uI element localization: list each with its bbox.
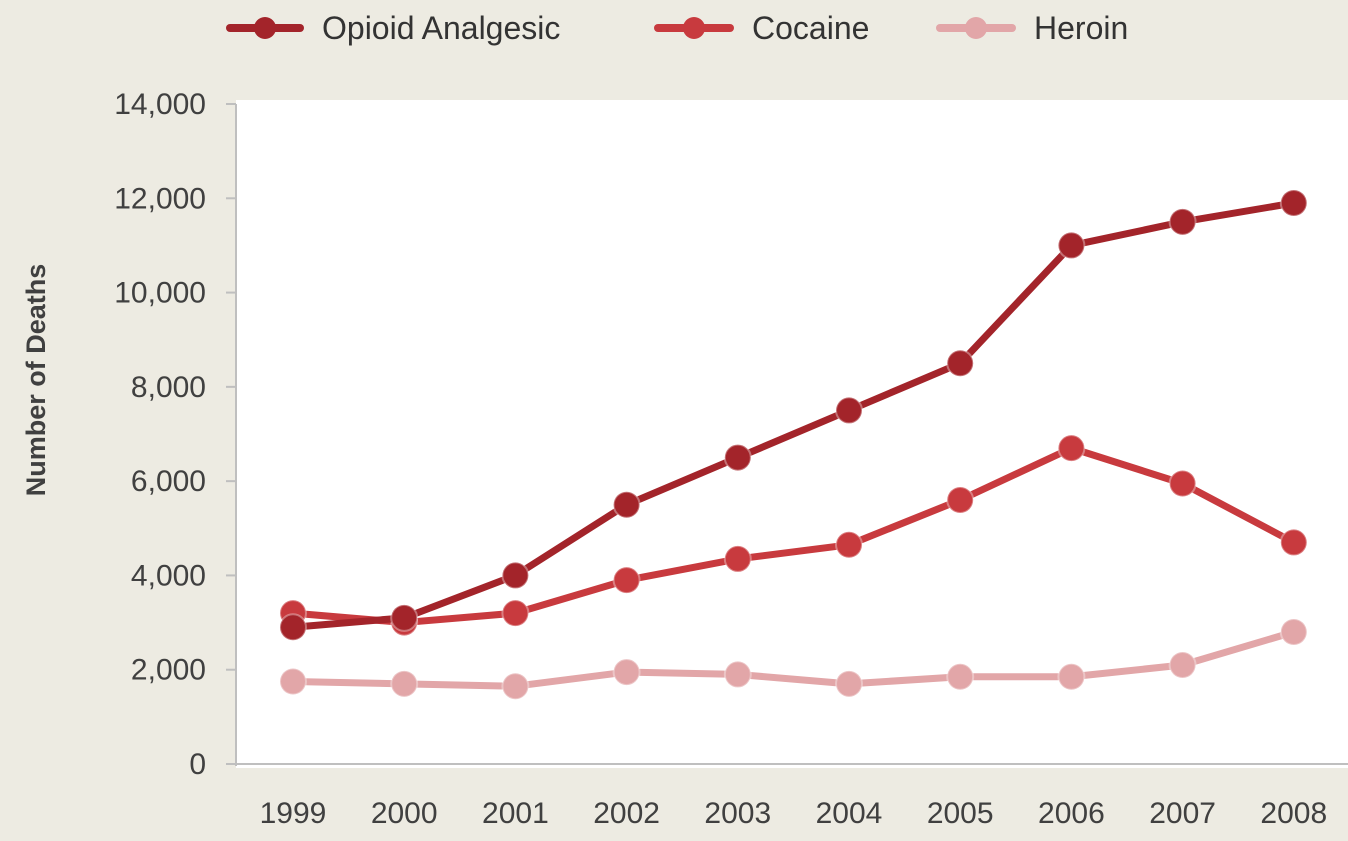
x-tick-label: 2008	[1260, 797, 1327, 830]
data-point	[390, 603, 419, 632]
series-line	[289, 628, 1298, 690]
legend-item: Heroin	[936, 10, 1128, 46]
data-point	[612, 566, 641, 595]
x-tick-label: 1999	[260, 797, 327, 830]
data-point	[723, 443, 752, 472]
data-point	[835, 669, 863, 698]
legend-item: Cocaine	[654, 10, 869, 46]
y-tick-label: 0	[189, 748, 206, 781]
x-tick-label: 2006	[1038, 797, 1105, 830]
x-tick-label: 2001	[482, 797, 549, 830]
y-tick-label: 14,000	[114, 88, 206, 121]
x-tick-label: 2002	[593, 797, 660, 830]
y-tick-label: 2,000	[131, 654, 206, 687]
legend-label: Heroin	[1034, 10, 1128, 46]
legend: Opioid Analgesic Cocaine Heroin	[226, 10, 1128, 46]
data-point	[501, 672, 530, 701]
legend-label: Opioid Analgesic	[322, 10, 560, 46]
data-point	[612, 658, 641, 687]
y-tick-label: 12,000	[114, 182, 206, 215]
series-layer	[279, 189, 1308, 701]
x-tick-label: 2005	[927, 797, 994, 830]
data-point	[835, 396, 863, 425]
y-tick-label: 6,000	[131, 465, 206, 498]
y-axis: Number of Deaths 0 2,000 4,000 6,000 8,000 10…	[21, 88, 237, 781]
data-point	[1057, 434, 1086, 463]
data-point	[1168, 469, 1197, 498]
data-point	[835, 530, 863, 559]
y-axis-label: Number of Deaths	[21, 264, 51, 497]
series-cocaine	[279, 434, 1308, 637]
data-point	[390, 669, 419, 698]
legend-marker	[965, 17, 987, 39]
x-tick-label: 2007	[1149, 797, 1216, 830]
y-tick-label: 8,000	[131, 371, 206, 404]
data-point	[1057, 231, 1086, 260]
x-axis: 1999 2000 2001 2002 2003 2004 2005 2006 2007 2008	[236, 763, 1348, 830]
data-point	[1168, 651, 1197, 679]
data-point	[1279, 189, 1308, 217]
data-point	[612, 490, 641, 519]
x-tick-label: 2003	[704, 797, 771, 830]
x-tick-label: 2004	[816, 797, 883, 830]
data-point	[723, 544, 752, 573]
data-point	[1279, 618, 1308, 646]
series-line	[289, 444, 1298, 627]
series-line	[289, 199, 1298, 631]
y-tick-label: 4,000	[131, 559, 206, 592]
data-point	[501, 599, 530, 628]
x-tick-label: 2000	[371, 797, 438, 830]
data-point	[723, 660, 752, 689]
data-point	[946, 662, 975, 691]
data-point	[946, 486, 975, 514]
legend-marker	[254, 17, 276, 39]
legend-item: Opioid Analgesic	[226, 10, 560, 46]
data-point	[1279, 528, 1308, 557]
data-point	[1168, 207, 1197, 236]
data-point	[279, 667, 307, 696]
legend-marker	[683, 17, 705, 39]
data-point	[946, 349, 975, 378]
legend-label: Cocaine	[752, 10, 869, 46]
data-point	[501, 561, 530, 590]
data-point	[279, 613, 307, 642]
series-opioid-analgesic	[279, 189, 1308, 642]
data-point	[1057, 662, 1086, 691]
series-heroin	[279, 618, 1308, 701]
y-tick-label: 10,000	[114, 277, 206, 310]
